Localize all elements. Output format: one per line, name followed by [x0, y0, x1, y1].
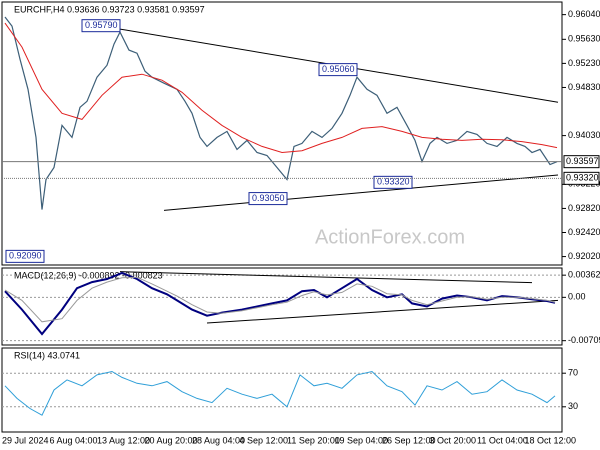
annotation-box	[81, 19, 121, 33]
annotation-label: 0.95790	[85, 20, 118, 30]
y-tick-label: 70	[568, 368, 578, 378]
series-line	[4, 276, 556, 323]
x-tick-label: 13 Aug 12:00	[97, 435, 150, 445]
annotation-label: 0.92090	[9, 251, 42, 261]
x-tick-label: 28 Aug 04:00	[192, 435, 245, 445]
watermark: ActionForex.com	[315, 226, 465, 248]
panel-frame	[1, 1, 563, 266]
series-line	[4, 22, 558, 154]
x-tick-label: 29 Jul 2024	[2, 435, 49, 445]
x-tick-label: 4 Sep 12:00	[240, 435, 289, 445]
panel-title: EURCHF,H4 0.93636 0.93723 0.93581 0.9359…	[14, 4, 205, 14]
price-label-box	[563, 155, 600, 169]
y-tick-label: 0.94830	[568, 82, 600, 92]
trendline	[206, 299, 559, 324]
y-tick-label: -0.007093	[568, 335, 600, 345]
y-tick-label: 30	[568, 401, 578, 411]
annotation-box	[373, 175, 413, 189]
annotation-box	[5, 249, 45, 263]
y-tick-label: 0.95230	[568, 58, 600, 68]
y-tick-label: 0.92820	[568, 203, 600, 213]
annotation-box	[248, 192, 288, 206]
y-tick-label: 0.96040	[568, 9, 600, 19]
x-tick-label: 26 Sep 12:00	[382, 435, 436, 445]
annotation-label: 0.95060	[322, 64, 355, 74]
y-tick-label: 0.92420	[568, 227, 600, 237]
y-tick-label: 0.94030	[568, 130, 600, 140]
x-tick-label: 3 Oct 20:00	[430, 435, 477, 445]
panel-title: RSI(14) 43.0741	[14, 350, 80, 360]
annotation-box	[318, 63, 358, 77]
y-tick-label: 0.95630	[568, 34, 600, 44]
annotation-label: 0.93050	[252, 193, 285, 203]
x-tick-label: 19 Sep 04:00	[335, 435, 389, 445]
panel-title: MACD(12,26,9) -0.000892 -0.000823	[14, 270, 163, 280]
panel-frame	[1, 347, 563, 433]
price-label: 0.93320	[566, 173, 599, 183]
x-tick-label: 11 Oct 04:00	[477, 435, 528, 445]
x-tick-label: 6 Aug 04:00	[50, 435, 98, 445]
trendline	[119, 271, 533, 284]
panel-frame	[1, 267, 563, 346]
y-tick-label: 0.92020	[568, 251, 600, 261]
series-line	[4, 370, 556, 416]
trendline	[163, 174, 559, 211]
y-tick-label: 0.00	[568, 292, 586, 302]
y-tick-label: 0.003628	[568, 270, 600, 280]
price-label-box	[563, 171, 600, 185]
x-tick-label: 20 Aug 20:00	[145, 435, 198, 445]
annotation-label: 0.93320	[377, 177, 410, 187]
x-tick-label: 18 Oct 12:00	[525, 435, 577, 445]
price-label: 0.93597	[566, 156, 599, 166]
x-tick-label: 11 Sep 20:00	[287, 435, 340, 445]
